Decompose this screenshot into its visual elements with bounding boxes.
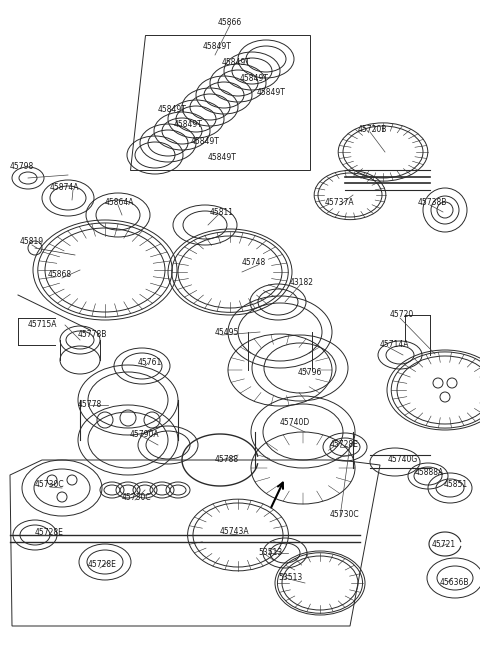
- Text: 45849T: 45849T: [203, 42, 232, 51]
- Text: 45796: 45796: [298, 368, 323, 377]
- Text: 45819: 45819: [20, 237, 44, 246]
- Text: 45748: 45748: [242, 258, 266, 267]
- Text: 43182: 43182: [290, 278, 314, 287]
- Polygon shape: [130, 35, 310, 170]
- Text: 45714A: 45714A: [380, 340, 409, 349]
- Text: 45730C: 45730C: [330, 510, 360, 519]
- Text: 45778B: 45778B: [78, 330, 108, 339]
- Text: 45849T: 45849T: [240, 74, 269, 83]
- Text: 45874A: 45874A: [50, 183, 80, 192]
- Text: 45811: 45811: [210, 208, 234, 217]
- Text: 45790A: 45790A: [130, 430, 160, 439]
- Text: 45636B: 45636B: [440, 578, 469, 587]
- Text: 45728E: 45728E: [88, 560, 117, 569]
- Text: 45864A: 45864A: [105, 198, 134, 207]
- Text: 45715A: 45715A: [28, 320, 58, 329]
- Polygon shape: [10, 460, 380, 626]
- Text: 45868: 45868: [48, 270, 72, 279]
- Text: 45849T: 45849T: [257, 88, 286, 97]
- Text: 45778: 45778: [78, 400, 102, 409]
- Text: 45728E: 45728E: [330, 440, 359, 449]
- Text: 45721: 45721: [432, 540, 456, 549]
- Text: 45849T: 45849T: [174, 120, 203, 129]
- Text: 45728E: 45728E: [35, 528, 64, 537]
- Text: 45851: 45851: [444, 480, 468, 489]
- Text: 45495: 45495: [215, 328, 240, 337]
- Text: 45761: 45761: [138, 358, 162, 367]
- Text: 45888A: 45888A: [415, 468, 444, 477]
- Text: 53513: 53513: [278, 573, 302, 582]
- Text: 53513: 53513: [258, 548, 282, 557]
- Text: 45720: 45720: [390, 310, 414, 319]
- Text: 45730C: 45730C: [35, 480, 65, 489]
- Text: 45849T: 45849T: [191, 137, 220, 146]
- Text: 45788: 45788: [215, 455, 239, 464]
- Text: 45720B: 45720B: [358, 125, 387, 134]
- Text: 45866: 45866: [218, 18, 242, 27]
- Text: 45849T: 45849T: [208, 153, 237, 162]
- Text: 45849T: 45849T: [222, 58, 251, 67]
- Text: 45730C: 45730C: [122, 493, 152, 502]
- Text: 45798: 45798: [10, 162, 34, 171]
- Text: 45738B: 45738B: [418, 198, 447, 207]
- Text: 45740D: 45740D: [280, 418, 310, 427]
- Text: 45849T: 45849T: [158, 105, 187, 114]
- Text: 45737A: 45737A: [325, 198, 355, 207]
- Text: 45740G: 45740G: [388, 455, 418, 464]
- Text: 45743A: 45743A: [220, 527, 250, 536]
